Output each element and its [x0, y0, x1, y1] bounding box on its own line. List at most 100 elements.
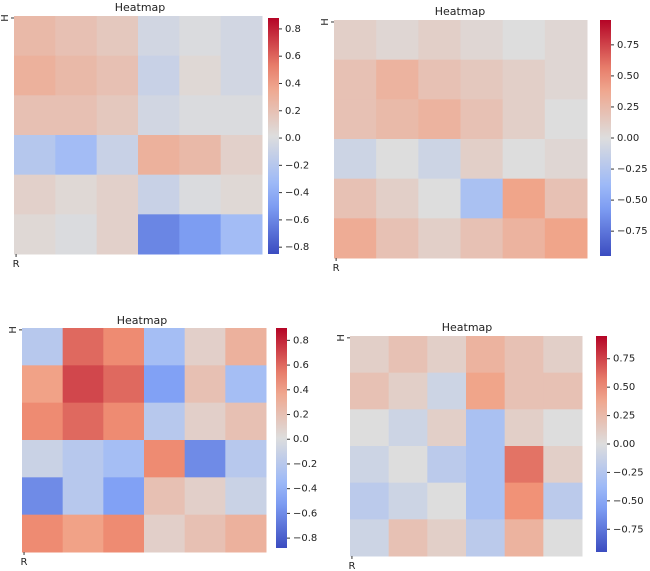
colorbar-tick-label: 0.00	[613, 439, 635, 450]
heat-cell	[460, 20, 504, 61]
colorbar-tick-label: −0.75	[617, 226, 648, 237]
heat-cell	[220, 16, 263, 57]
heat-cell	[62, 328, 104, 366]
heat-cell	[96, 174, 139, 215]
heat-cell	[544, 178, 588, 219]
heat-cell	[179, 174, 222, 215]
colorbar	[276, 328, 287, 548]
heat-cell	[96, 95, 139, 136]
colorbar-tick-label: −0.25	[613, 467, 644, 478]
heat-cell	[179, 16, 222, 57]
heat-cell	[220, 95, 263, 136]
heat-cell	[418, 20, 461, 61]
heat-cell	[184, 402, 226, 441]
colorbar-tick-label: −0.25	[617, 164, 648, 175]
heat-cell	[96, 16, 139, 57]
x-tick-label: R	[21, 557, 28, 568]
heat-cell	[220, 135, 263, 176]
heat-cell	[179, 95, 222, 136]
heat-cell	[22, 440, 64, 478]
heat-cell	[350, 372, 390, 410]
heat-cell	[103, 440, 145, 478]
heat-cell	[418, 218, 461, 259]
heat-cell	[543, 482, 583, 520]
heat-cell	[543, 372, 583, 410]
heat-cell	[144, 328, 186, 366]
heat-cell	[418, 59, 461, 100]
heat-cell	[388, 372, 428, 410]
colorbar-tick-label: 0.0	[293, 434, 309, 445]
heat-cell	[502, 218, 546, 259]
colorbar-tick-label: 0.50	[617, 71, 639, 82]
heat-cell	[350, 409, 390, 447]
heat-cell	[388, 519, 428, 557]
heat-cell	[184, 477, 226, 516]
heat-cell	[376, 59, 419, 100]
colorbar-tick-label: 0.6	[293, 360, 309, 371]
colorbar-tick-label: 0.25	[617, 102, 639, 113]
heat-cell	[502, 178, 546, 219]
heat-cell	[418, 139, 461, 180]
heat-cell	[334, 59, 377, 100]
colorbar-tick-label: 0.8	[285, 24, 301, 35]
heat-cell	[14, 174, 56, 215]
heat-cell	[460, 139, 504, 180]
heat-cell	[14, 95, 56, 136]
heat-cell	[225, 514, 267, 553]
heat-cell	[225, 402, 267, 441]
chart-title: Heatmap	[442, 321, 493, 334]
heat-cell	[14, 55, 56, 96]
heat-cell	[334, 218, 377, 259]
heat-cell	[376, 139, 419, 180]
heat-cell	[22, 328, 64, 366]
heat-cell	[62, 477, 104, 516]
heat-cell	[138, 174, 180, 215]
heat-cell	[179, 55, 222, 96]
colorbar-tick-label: 0.50	[613, 382, 635, 393]
heat-cell	[22, 365, 64, 404]
heat-cell	[466, 372, 506, 410]
heat-cell	[427, 446, 467, 484]
colorbar-tick-label: 0.8	[293, 335, 309, 346]
heat-cell	[220, 214, 263, 255]
heat-cell	[220, 174, 263, 215]
heat-cell	[144, 514, 186, 553]
heat-cell	[543, 409, 583, 447]
chart-title: Heatmap	[117, 314, 168, 327]
heat-cell	[466, 409, 506, 447]
chart-title: Heatmap	[435, 5, 486, 18]
heat-cell	[502, 20, 546, 61]
heat-cell	[502, 139, 546, 180]
y-tick-label: H	[320, 18, 331, 26]
heat-cell	[179, 214, 222, 255]
heat-cell	[179, 135, 222, 176]
heat-cell	[103, 328, 145, 366]
colorbar	[268, 18, 279, 254]
heat-cell	[220, 55, 263, 96]
heat-cell	[184, 514, 226, 553]
heat-cell	[103, 477, 145, 516]
heat-cell	[225, 328, 267, 366]
heat-cell	[427, 336, 467, 374]
y-tick-label: H	[8, 326, 19, 334]
heat-cell	[376, 99, 419, 140]
heat-cell	[225, 365, 267, 404]
heat-cell	[460, 99, 504, 140]
heat-cell	[376, 218, 419, 259]
heat-cell	[427, 519, 467, 557]
colorbar-tick-label: −0.8	[285, 242, 309, 253]
heat-cell	[427, 409, 467, 447]
heat-cell	[184, 365, 226, 404]
heat-cell	[504, 372, 544, 410]
heat-cell	[184, 440, 226, 478]
heat-cell	[544, 139, 588, 180]
heat-cell	[138, 16, 180, 57]
heat-cell	[62, 440, 104, 478]
heat-cell	[466, 519, 506, 557]
heat-cell	[544, 59, 588, 100]
heat-cell	[502, 99, 546, 140]
colorbar	[600, 20, 611, 256]
heat-cell	[502, 59, 546, 100]
colorbar-tick-label: 0.2	[293, 410, 309, 421]
